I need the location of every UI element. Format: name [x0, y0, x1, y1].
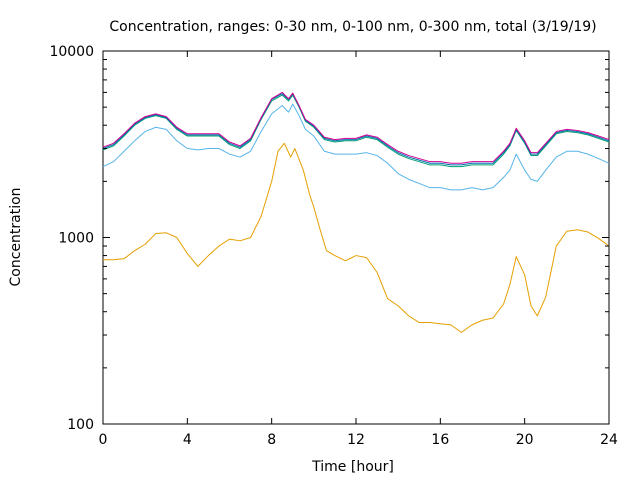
y-tick-label: 1000	[58, 231, 94, 247]
x-tick-label: 16	[431, 432, 449, 448]
y-tick-label: 100	[67, 417, 94, 433]
series-line-4	[102, 93, 610, 166]
chart-title: Concentration, ranges: 0-30 nm, 0-100 nm…	[109, 19, 596, 35]
x-tick-label: 0	[99, 432, 108, 448]
plot-frame	[102, 50, 610, 425]
y-axis-title: Concentration	[8, 187, 24, 286]
series-line-5	[102, 91, 610, 164]
x-tick-label: 24	[600, 432, 618, 448]
series-layer	[102, 91, 610, 333]
series-line-1	[103, 142, 610, 333]
y-tick-label: 10000	[49, 44, 94, 60]
x-tick-label: 8	[267, 432, 276, 448]
series-line-2	[102, 103, 610, 191]
tick-layer: 0 4 8 12 16 20 24 100 1000 10000	[49, 44, 618, 448]
series-line-3	[102, 94, 610, 168]
x-axis-title: Time [hour]	[311, 459, 394, 475]
x-tick-label: 12	[347, 432, 365, 448]
plot-area: 0 4 8 12 16 20 24 100 1000 10000	[49, 44, 618, 448]
x-tick-label: 20	[516, 432, 534, 448]
x-tick-label: 4	[183, 432, 192, 448]
